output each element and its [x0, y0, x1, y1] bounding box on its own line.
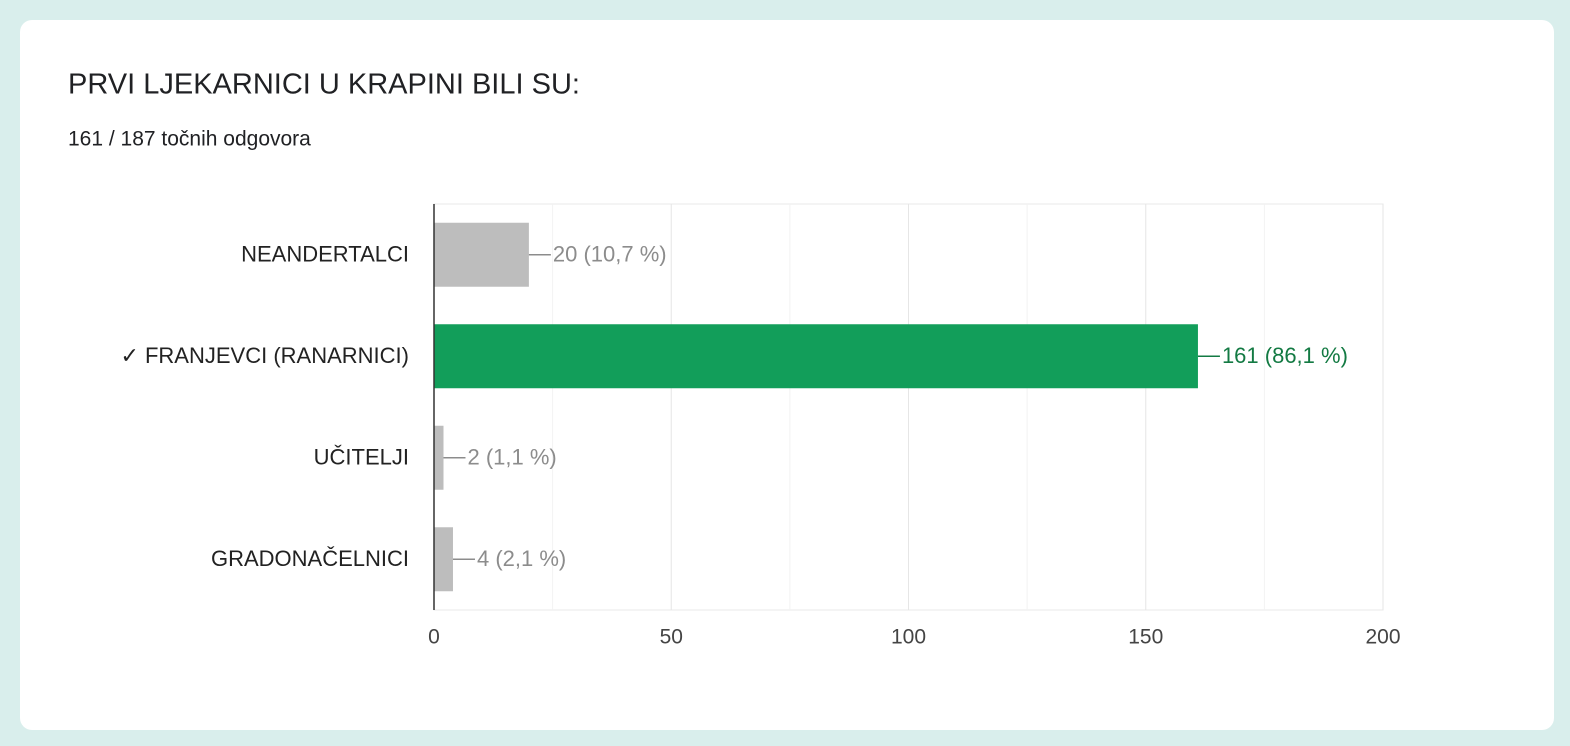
bar	[434, 425, 444, 490]
value-label: 2 (1,1 %)	[467, 445, 556, 470]
y-tick-label: NEANDERTALCI	[241, 242, 409, 267]
value-label: 161 (86,1 %)	[1222, 343, 1348, 368]
chart-title: PRVI LJEKARNICI U KRAPINI BILI SU:	[68, 69, 580, 101]
x-tick-label: 200	[1365, 626, 1400, 649]
y-tick-label: GRADONAČELNICI	[211, 546, 409, 571]
x-tick-label: 150	[1128, 626, 1163, 649]
value-label: 4 (2,1 %)	[477, 546, 566, 571]
bar	[434, 527, 453, 592]
bar	[434, 324, 1198, 389]
y-tick-label: ✓ FRANJEVCI (RANARNICI)	[120, 343, 409, 368]
x-tick-label: 100	[891, 626, 926, 649]
chart-subtitle: 161 / 187 točnih odgovora	[68, 128, 311, 151]
x-tick-label: 0	[428, 626, 440, 649]
y-tick-label: UČITELJI	[314, 445, 409, 470]
bar	[434, 222, 529, 287]
value-label: 20 (10,7 %)	[553, 242, 667, 267]
x-tick-label: 50	[660, 626, 683, 649]
